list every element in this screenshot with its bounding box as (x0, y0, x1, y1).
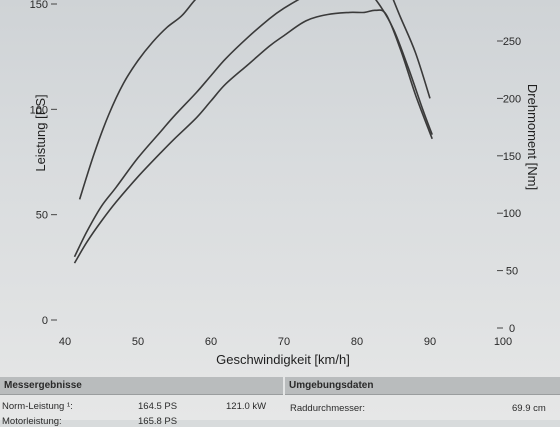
result-label: Norm-Leistung ¹: (2, 401, 73, 412)
y-axis-left-title: Leistung [PS] (33, 94, 48, 171)
y-right-tick-label: 0 (509, 323, 515, 335)
x-tick-label: 100 (494, 336, 512, 348)
torque-curve (78, 0, 431, 200)
y-left-tick-label: 0 (42, 315, 48, 327)
results-right-header: Umgebungsdaten (285, 377, 560, 395)
x-tick-label: 40 (59, 336, 71, 348)
x-tick-label: 90 (424, 336, 436, 348)
y-right-tick-label: 200 (503, 93, 521, 105)
result-value: 165.8 PS (138, 416, 178, 427)
result-label: Motorleistung: (2, 416, 62, 427)
x-tick-label: 80 (351, 336, 363, 348)
x-axis-title: Geschwindigkeit [km/h] (216, 352, 350, 367)
y-right-tick-label: 150 (503, 151, 521, 163)
power-curve-lower (73, 9, 433, 264)
x-tick-label: 60 (205, 336, 217, 348)
result-value: 164.5 PS (138, 401, 178, 412)
result-value-kw: 121.0 kW (226, 401, 267, 412)
y-left-tick-label: 100 (30, 104, 48, 116)
y-left-tick-label: 50 (36, 210, 48, 222)
x-tick-label: 50 (132, 336, 144, 348)
x-tick-label: 70 (278, 336, 290, 348)
y-right-tick-label: 100 (503, 208, 521, 220)
env-label: Raddurchmesser: (290, 403, 365, 414)
y-right-tick-label: 250 (503, 36, 521, 48)
y-right-tick-label: 50 (506, 266, 518, 278)
y-axis-right-title: Drehmoment [Nm] (525, 84, 540, 190)
power-curve-upper (73, 0, 433, 258)
results-left-header: Messergebnisse (0, 377, 283, 395)
y-left-tick-label: 150 (30, 0, 48, 11)
env-value: 69.9 cm (512, 403, 546, 414)
results-table: Messergebnisse Umgebungsdaten Norm-Leist… (0, 377, 560, 427)
